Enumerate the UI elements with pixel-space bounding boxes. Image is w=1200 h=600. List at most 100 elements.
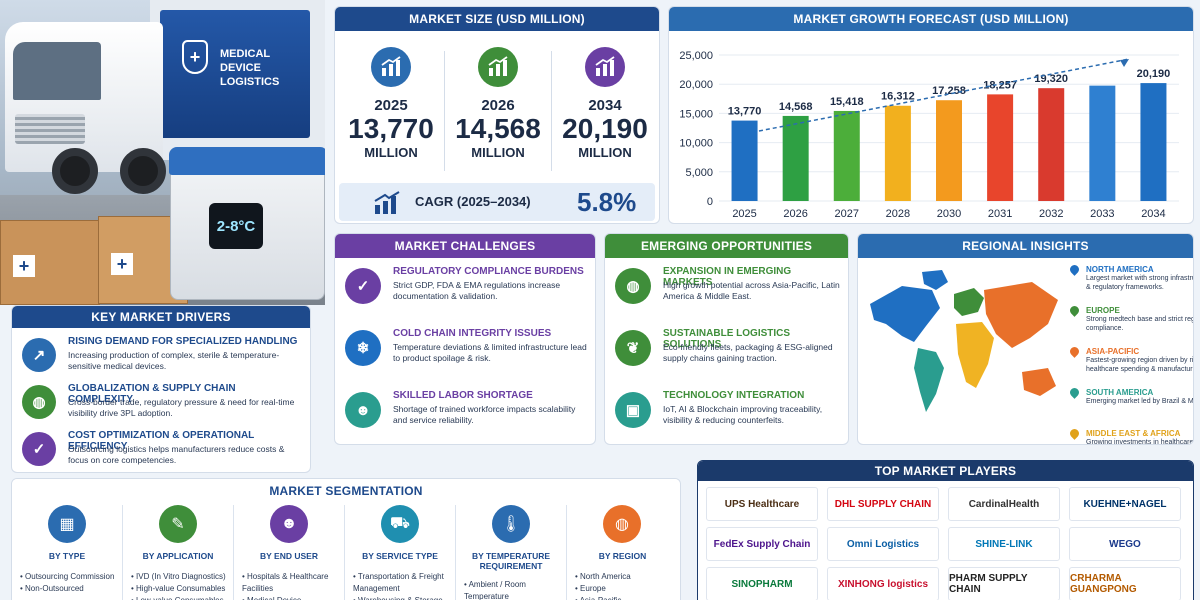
clipboard-icon: ✎: [159, 505, 197, 543]
item-description: Shortage of trained workforce impacts sc…: [393, 404, 576, 426]
map-greenland: [922, 270, 948, 290]
x-tick-label: 2034: [1141, 208, 1165, 220]
x-tick-label: 2031: [988, 208, 1012, 220]
item-description: High growth potential across Asia-Pacifi…: [663, 280, 840, 302]
bar-2034: [1140, 83, 1167, 201]
bar-2026: [782, 115, 809, 201]
players-title: TOP MARKET PLAYERS: [698, 461, 1193, 481]
trailer-text: MEDICAL DEVICE LOGISTICS: [220, 48, 280, 88]
globe-icon: ◍: [603, 505, 641, 543]
data-label: 15,418: [830, 96, 864, 108]
truck-cab: [5, 22, 163, 172]
globe-icon: ◍: [615, 268, 651, 304]
segment-list-item: Outsourcing Commission: [20, 571, 118, 583]
map-south-america: [914, 348, 944, 412]
challenges-title: MARKET CHALLENGES: [335, 234, 595, 258]
segment-list: Hospitals & Healthcare FacilitiesMedical…: [242, 571, 340, 600]
market-size-unit: MILLION: [578, 144, 632, 160]
segment-list-item: Asia-Pacific: [575, 595, 674, 600]
map-africa: [956, 322, 994, 388]
market-size-unit: MILLION: [471, 144, 525, 160]
data-label: 14,568: [779, 101, 813, 113]
column-divider: [551, 51, 552, 171]
region-description: Largest market with strong infrastructur…: [1086, 275, 1193, 292]
cooler-lid: [169, 147, 325, 175]
item-description: Outsourcing logistics helps manufacturer…: [68, 444, 285, 466]
segment-list-item: North America: [575, 571, 674, 583]
x-tick-label: 2030: [937, 208, 961, 220]
x-tick-label: 2028: [886, 208, 910, 220]
segment-list-item: Ambient / Room Temperature: [464, 579, 562, 600]
hero-illustration: + MEDICAL DEVICE LOGISTICS + + 2-8°C: [0, 0, 325, 305]
segment-title: BY REGION: [598, 551, 647, 561]
market-size-value: 14,568: [455, 113, 541, 144]
forecast-bar-chart: 0 5,000 10,000 15,000 20,000 25,000 2025 13,770…: [679, 50, 1179, 220]
location-pin-icon: [1068, 263, 1081, 276]
world-map: [870, 270, 1058, 412]
trailer: + MEDICAL DEVICE LOGISTICS: [160, 10, 310, 138]
x-tick-label: 2033: [1090, 208, 1114, 220]
market-size-year: 2034: [588, 97, 622, 114]
market-size-year: 2026: [481, 97, 515, 114]
item-title: TECHNOLOGY INTEGRATION: [663, 390, 805, 401]
item-title: GLOBALIZATION & SUPPLY CHAIN COMPLEXITY: [68, 383, 236, 405]
location-pin-icon: [1068, 345, 1081, 358]
column-divider: [444, 51, 445, 171]
market-size-column: 2034 20,190 MILLION: [552, 47, 658, 160]
map-europe: [954, 288, 984, 316]
bar-2031: [987, 94, 1014, 201]
bar-growth-icon: [373, 191, 401, 215]
region-description: Emerging market led by Brazil & Mexico.: [1086, 398, 1194, 405]
item-description: Temperature deviations & limited infrast…: [393, 342, 587, 364]
growth-chart-icon: [478, 47, 518, 87]
cagr-label: CAGR (2025–2034): [415, 194, 531, 209]
bar-2027: [833, 110, 860, 201]
region-title: NORTH AMERICA: [1086, 265, 1154, 274]
segment-title: BY TEMPERATURE REQUIREMENT: [471, 551, 551, 572]
segment-list-item: Low-value Consumables: [131, 595, 229, 600]
medical-cross-icon: +: [13, 255, 35, 277]
y-tick-label: 25,000: [679, 50, 713, 62]
list-item: ✓ REGULATORY COMPLIANCE BURDENS Strict GDP…: [345, 266, 587, 324]
segment-list-item: Europe: [575, 583, 674, 595]
map-asia: [984, 282, 1058, 348]
region-item: NORTH AMERICA Largest market with strong …: [1068, 263, 1193, 292]
player-logo: SHINE-LINK: [948, 527, 1060, 561]
region-title: EUROPE: [1086, 306, 1120, 315]
list-item: ☻ SKILLED LABOR SHORTAGE Shortage of train…: [345, 390, 587, 444]
segment-column: ◍ BY REGION North AmericaEuropeAsia-Pacifi…: [567, 505, 678, 600]
data-label: 16,312: [881, 91, 915, 103]
segment-column: ☻ BY END USER Hospitals & Healthcare Facil…: [234, 505, 345, 600]
box-icon: ▦: [48, 505, 86, 543]
regional-panel: REGIONAL INSIGHTS NORTH AMERICA Largest m…: [857, 233, 1194, 445]
list-item: ❦ SUSTAINABLE LOGISTICS SOLUTIONS Eco-frie…: [615, 328, 840, 386]
globe-icon: ◍: [22, 385, 56, 419]
truck-wheel: [52, 148, 98, 194]
item-description: Cross-border trade, regulatory pressure …: [68, 397, 295, 419]
player-logo: UPS Healthcare: [706, 487, 818, 521]
cardboard-box: +: [0, 220, 100, 305]
growth-chart-icon: ↗: [22, 338, 56, 372]
item-title: REGULATORY COMPLIANCE BURDENS: [393, 266, 584, 277]
player-logo: SINOPHARM: [706, 567, 818, 600]
segment-list-item: Medical Device: [242, 595, 340, 600]
item-title: COST OPTIMIZATION & OPERATIONAL EFFICIEN…: [68, 430, 255, 452]
segment-list-item: Hospitals & Healthcare Facilities: [242, 571, 340, 595]
map-australia: [1022, 368, 1056, 396]
cagr-box: CAGR (2025–2034) 5.8%: [339, 183, 655, 221]
region-title: MIDDLE EAST & AFRICA: [1086, 429, 1181, 438]
region-item: ASIA-PACIFIC Fastest-growing region drive…: [1068, 345, 1193, 374]
shield-check-icon: ✓: [345, 268, 381, 304]
map-north-america: [870, 286, 940, 342]
list-item: ❄ COLD CHAIN INTEGRITY ISSUES Temperature …: [345, 328, 587, 386]
x-tick-label: 2027: [835, 208, 859, 220]
item-title: SUSTAINABLE LOGISTICS SOLUTIONS: [663, 328, 791, 350]
y-tick-label: 10,000: [679, 138, 713, 150]
segment-list: Transportation & Freight ManagementWareh…: [353, 571, 451, 600]
item-description: Eco-friendly fleets, packaging & ESG-ali…: [663, 342, 833, 364]
market-size-year: 2025: [374, 97, 408, 114]
bar-2033: [1089, 85, 1116, 201]
segment-list: IVD (In Vitro Diagnostics)High-value Con…: [131, 571, 229, 600]
region-description: Growing investments in healthcare infras…: [1086, 439, 1194, 445]
